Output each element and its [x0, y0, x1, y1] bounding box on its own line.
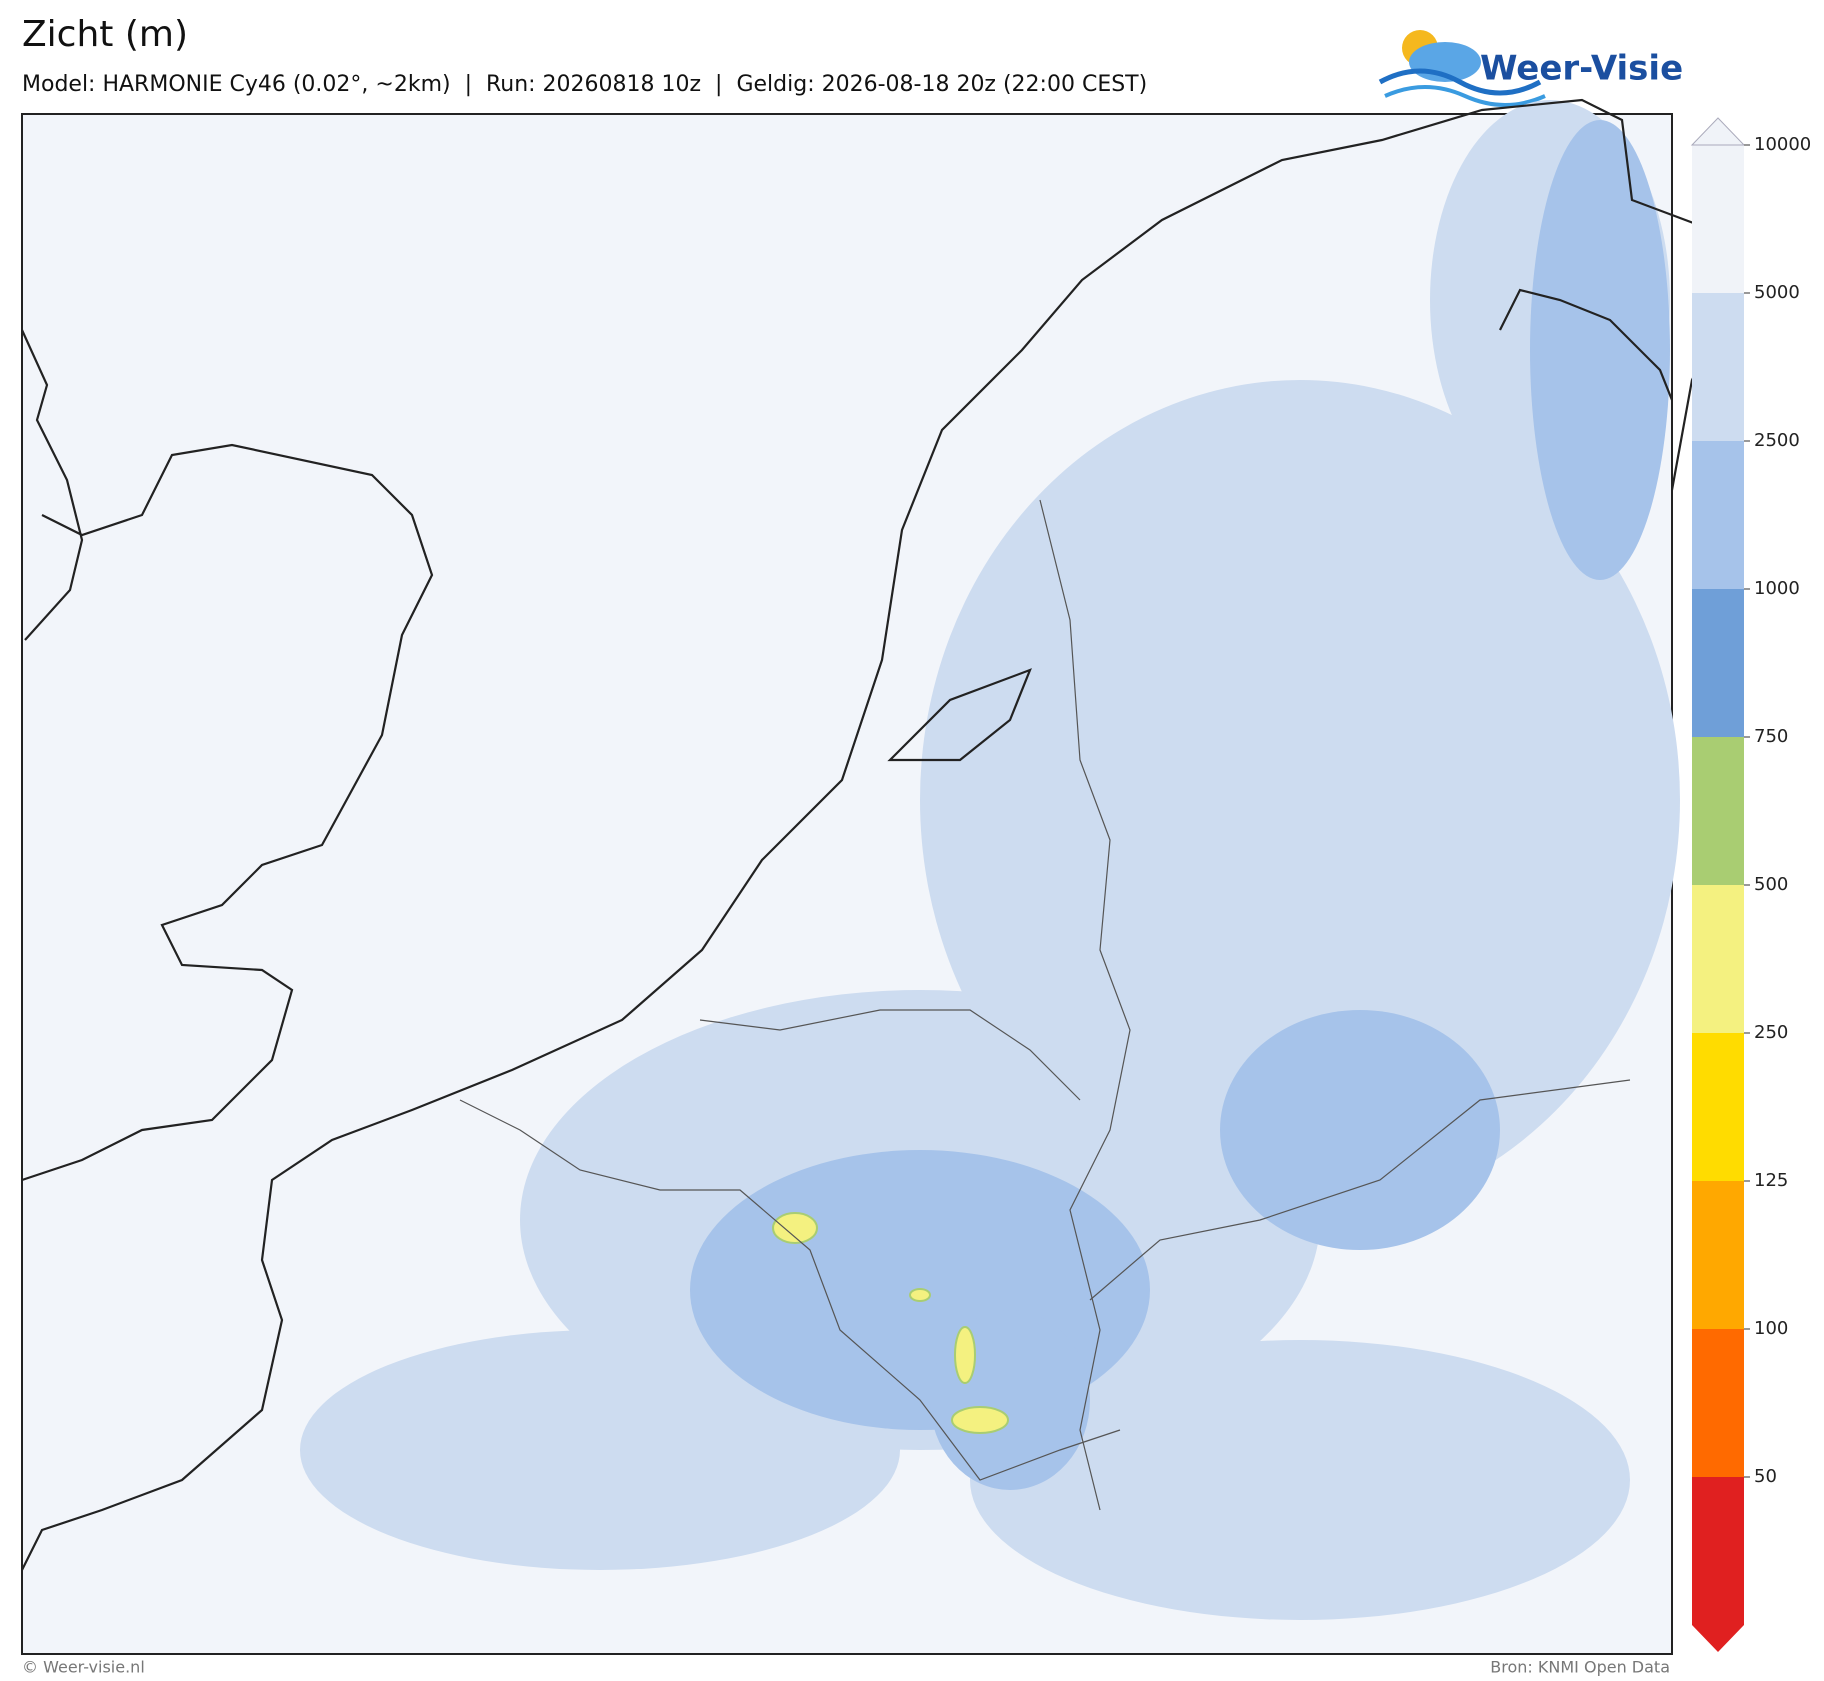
colorbar-tick-label: 100 [1754, 1318, 1788, 1339]
footer-left: © Weer-visie.nl [22, 1658, 145, 1677]
colorbar-band [1692, 885, 1744, 1033]
colorbar-band [1692, 737, 1744, 885]
title: Zicht (m) [22, 14, 188, 55]
colorbar-tick-label: 500 [1754, 874, 1788, 895]
map [20, 98, 1734, 1655]
colorbar-band [1692, 1329, 1744, 1477]
colorbar-band [1692, 1033, 1744, 1181]
logo-text: Weer-Visie [1480, 49, 1683, 89]
borders [459, 499, 1631, 1511]
colorbar-tick-label: 125 [1754, 1170, 1788, 1191]
colorbar-bottom-cap [1692, 1625, 1744, 1652]
footer-right: Bron: KNMI Open Data [1490, 1658, 1670, 1677]
colorbar-band [1692, 589, 1744, 737]
visibility-field-low [772, 1212, 1009, 1434]
colorbar-tick-label: 250 [1754, 1022, 1788, 1043]
colorbar-tick-label: 50 [1754, 1466, 1777, 1487]
colorbar-tick-label: 1000 [1754, 578, 1800, 599]
subtitle: Model: HARMONIE Cy46 (0.02°, ~2km) | Run… [22, 72, 1147, 97]
colorbar-tick-label: 10000 [1754, 134, 1811, 155]
logo: Weer-Visie [1378, 30, 1683, 107]
colorbar-band [1692, 145, 1744, 293]
colorbar-tick-label: 2500 [1754, 430, 1800, 451]
colorbar-band [1692, 293, 1744, 441]
colorbar-band [1692, 1181, 1744, 1329]
colorbar-band [1692, 441, 1744, 589]
colorbar-tick-label: 750 [1754, 726, 1788, 747]
colorbar: 10000 5000 2500 1000 750 500 250 125 100 50 [1690, 117, 1811, 1652]
colorbar-top-cap [1690, 117, 1746, 146]
colorbar-band [1692, 1477, 1744, 1625]
coastlines [20, 98, 1734, 1571]
colorbar-tick-label: 5000 [1754, 282, 1800, 303]
